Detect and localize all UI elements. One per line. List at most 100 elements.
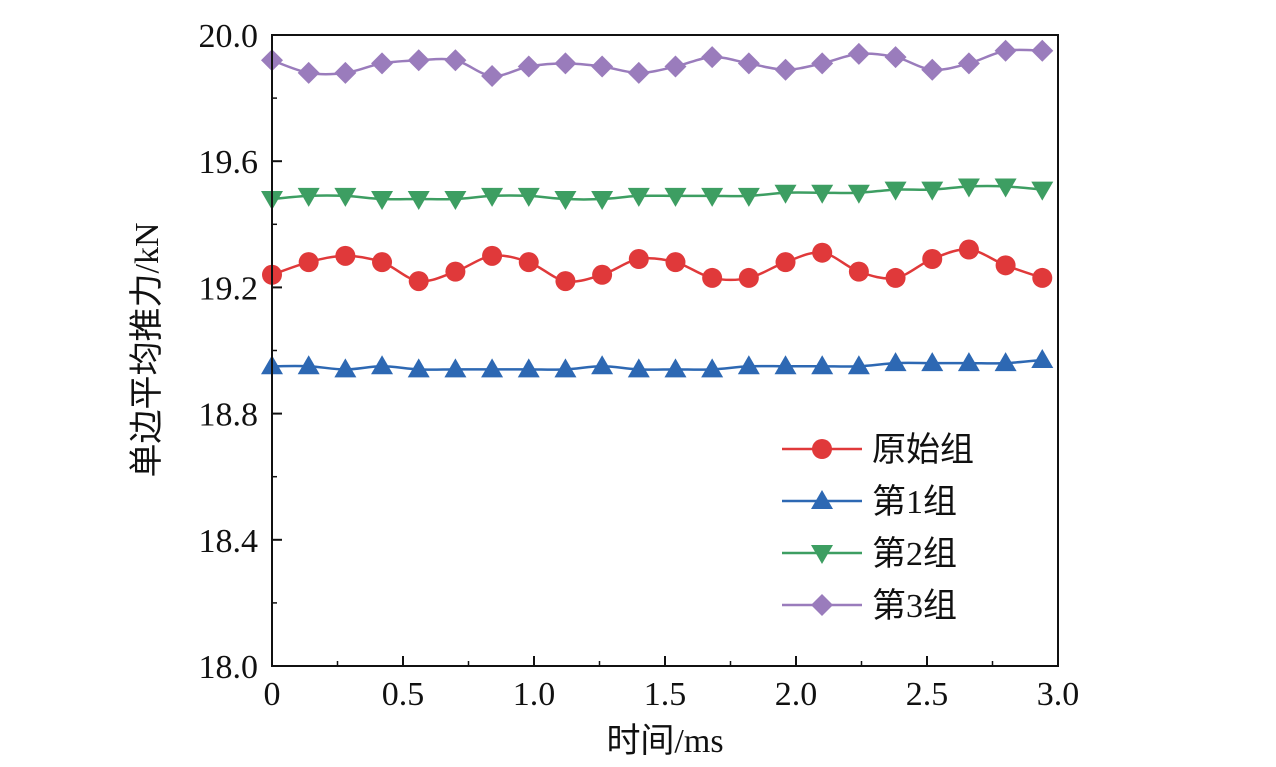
data-point bbox=[372, 252, 393, 273]
x-axis-title: 时间/ms bbox=[606, 723, 723, 760]
series-layer bbox=[261, 39, 1054, 378]
data-point bbox=[701, 46, 724, 69]
data-point bbox=[884, 352, 907, 372]
data-point bbox=[298, 252, 319, 273]
legend-item: 第1组 bbox=[782, 483, 957, 521]
legend-marker bbox=[811, 545, 833, 564]
data-point bbox=[957, 352, 980, 372]
data-point bbox=[921, 352, 944, 372]
data-point bbox=[884, 46, 907, 69]
data-point bbox=[334, 358, 357, 378]
x-tick-label: 0.5 bbox=[382, 676, 425, 713]
data-point bbox=[738, 267, 759, 288]
data-point bbox=[847, 42, 870, 65]
data-point bbox=[554, 191, 577, 211]
data-point bbox=[811, 184, 834, 204]
data-point bbox=[847, 184, 870, 204]
legend-item: 第2组 bbox=[782, 535, 957, 573]
data-point bbox=[702, 267, 723, 288]
y-tick-label: 18.0 bbox=[199, 649, 259, 686]
data-point bbox=[664, 358, 687, 378]
data-point bbox=[994, 39, 1017, 62]
data-point bbox=[371, 52, 394, 75]
data-point bbox=[445, 261, 466, 282]
y-tick-label: 18.8 bbox=[199, 397, 259, 434]
legend-marker bbox=[812, 439, 832, 459]
series-1 bbox=[262, 239, 1053, 292]
data-point bbox=[481, 358, 504, 378]
data-point bbox=[811, 52, 834, 75]
data-point bbox=[592, 264, 613, 285]
data-point bbox=[994, 178, 1017, 198]
data-point bbox=[371, 191, 394, 211]
data-point bbox=[664, 55, 687, 78]
series-line bbox=[271, 184, 1043, 201]
data-point bbox=[407, 191, 430, 211]
data-point bbox=[297, 355, 320, 375]
data-point bbox=[518, 252, 539, 273]
data-point bbox=[737, 355, 760, 375]
legend-item: 第3组 bbox=[782, 587, 957, 625]
data-point bbox=[555, 271, 576, 292]
data-point bbox=[444, 49, 467, 72]
legend-marker bbox=[811, 490, 833, 509]
y-tick-label: 19.2 bbox=[199, 270, 259, 307]
data-point bbox=[335, 245, 356, 266]
y-tick-label: 20.0 bbox=[199, 18, 259, 55]
data-point bbox=[737, 187, 760, 207]
data-point bbox=[1031, 181, 1054, 201]
x-tick-label: 2.5 bbox=[906, 676, 949, 713]
data-point bbox=[994, 352, 1017, 372]
data-point bbox=[297, 61, 320, 84]
data-point bbox=[627, 358, 650, 378]
data-point bbox=[591, 355, 614, 375]
data-point bbox=[407, 358, 430, 378]
axis-ticks: 0 0.5 1.0 1.5 2.0 2.5 3.0 18.0 18.4 18.8 19.2 19.6 2… bbox=[199, 18, 1080, 713]
data-point bbox=[957, 178, 980, 198]
data-point bbox=[627, 187, 650, 207]
data-point bbox=[774, 184, 797, 204]
data-point bbox=[444, 191, 467, 211]
series-2 bbox=[261, 348, 1054, 378]
data-point bbox=[737, 52, 760, 75]
data-point bbox=[591, 55, 614, 78]
data-point bbox=[408, 271, 429, 292]
data-point bbox=[664, 187, 687, 207]
legend-label: 原始组 bbox=[872, 431, 974, 469]
data-point bbox=[517, 358, 540, 378]
data-point bbox=[554, 358, 577, 378]
y-tick-label: 18.4 bbox=[199, 523, 259, 560]
data-point bbox=[774, 355, 797, 375]
data-point bbox=[628, 249, 649, 270]
y-tick-label: 19.6 bbox=[199, 144, 259, 181]
data-point bbox=[885, 267, 906, 288]
data-point bbox=[995, 255, 1016, 276]
data-point bbox=[481, 187, 504, 207]
data-point bbox=[957, 52, 980, 75]
data-point bbox=[407, 49, 430, 72]
x-tick-label: 1.0 bbox=[513, 676, 556, 713]
x-tick-label: 1.5 bbox=[644, 676, 687, 713]
series-line bbox=[271, 248, 1043, 283]
data-point bbox=[1031, 348, 1054, 368]
x-tick-label: 3.0 bbox=[1037, 676, 1080, 713]
series-4 bbox=[261, 39, 1054, 88]
data-point bbox=[1032, 267, 1053, 288]
data-point bbox=[297, 187, 320, 207]
data-point bbox=[847, 355, 870, 375]
data-point bbox=[921, 58, 944, 81]
data-point bbox=[775, 252, 796, 273]
data-point bbox=[958, 239, 979, 260]
data-point bbox=[811, 355, 834, 375]
data-point bbox=[665, 252, 686, 273]
series-line bbox=[271, 48, 1043, 78]
data-point bbox=[848, 261, 869, 282]
data-point bbox=[1031, 39, 1054, 62]
data-point bbox=[701, 187, 724, 207]
legend-marker bbox=[811, 594, 833, 616]
data-point bbox=[554, 52, 577, 75]
data-point bbox=[334, 61, 357, 84]
data-point bbox=[701, 358, 724, 378]
